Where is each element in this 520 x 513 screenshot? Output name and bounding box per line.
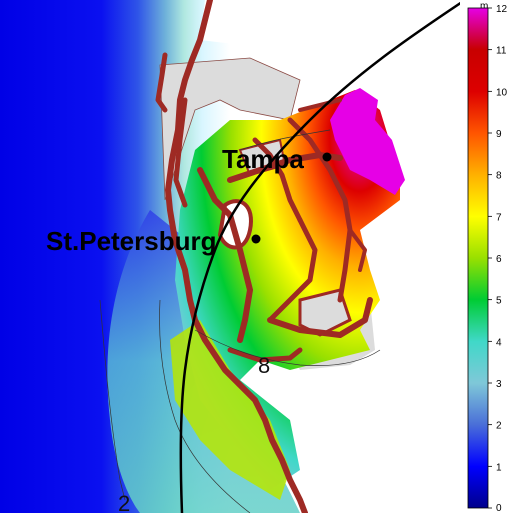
- storm-surge-map: Tampa St.Petersburg 8 2: [0, 0, 460, 513]
- tampa-marker: [322, 152, 332, 162]
- colorbar-tick-label: 0: [496, 503, 502, 513]
- colorbar-tick-label: 2: [496, 421, 502, 432]
- st-petersburg-label: St.Petersburg: [46, 226, 217, 256]
- coastline: [155, 0, 373, 513]
- colorbar-tick-label: 6: [496, 254, 502, 265]
- contour-label-8: 8: [258, 353, 270, 378]
- colorbar-tick-label: 5: [496, 296, 502, 307]
- island-2: [298, 288, 352, 337]
- surge-zone-south: [170, 320, 290, 500]
- colorbar: [467, 7, 489, 509]
- contour-label-2: 2: [118, 491, 130, 513]
- legend-unit: m: [480, 1, 488, 12]
- colorbar-tick-label: 12: [496, 4, 508, 15]
- colorbar-tick-label: 7: [496, 212, 502, 223]
- colorbar-tick-label: 3: [496, 379, 502, 390]
- colorbar-tick-label: 11: [496, 46, 507, 57]
- colorbar-tick-label: 4: [496, 337, 502, 348]
- tampa-label: Tampa: [222, 144, 304, 174]
- colorbar-tick-label: 10: [496, 87, 508, 98]
- colorbar-tick-label: 8: [496, 171, 502, 182]
- st-petersburg-marker: [251, 234, 261, 244]
- surge-peak: [330, 88, 405, 195]
- hurricane-track: [179, 1, 460, 513]
- colorbar-tick-label: 1: [496, 462, 502, 473]
- land: [200, 0, 460, 513]
- contour-lines: [99, 129, 381, 513]
- colorbar-tick-label: 9: [496, 129, 502, 140]
